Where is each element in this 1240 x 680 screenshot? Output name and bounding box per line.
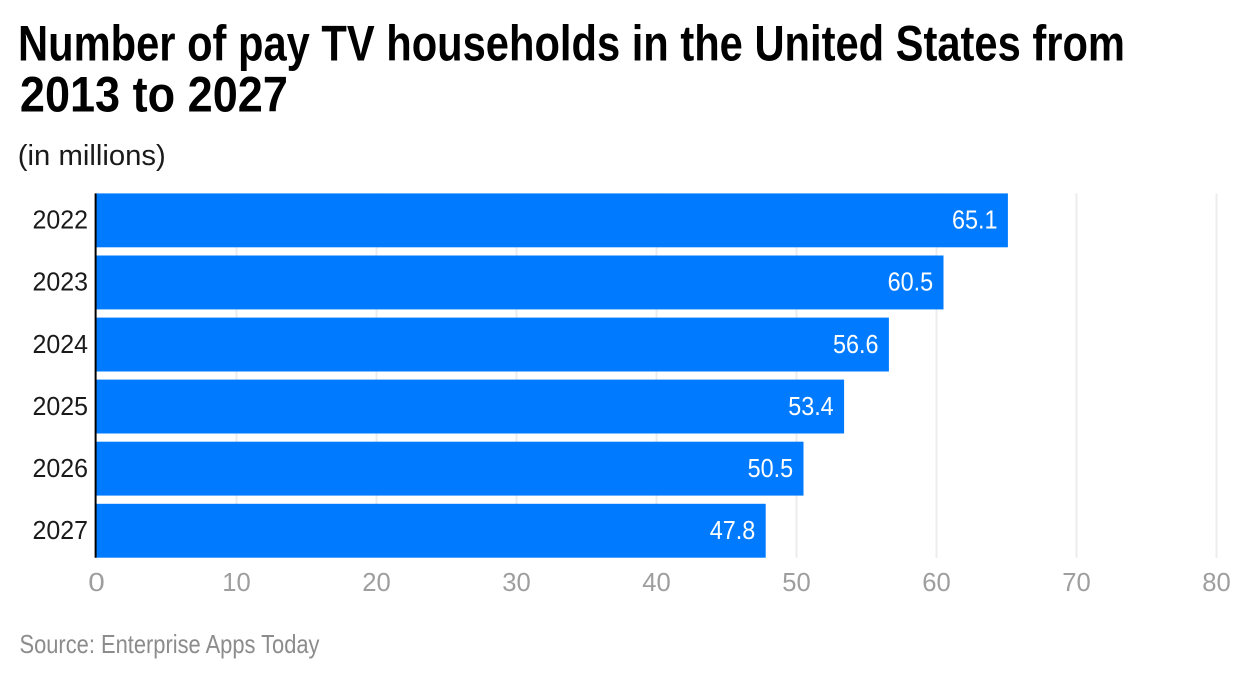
svg-text:80: 80 (1202, 567, 1231, 597)
svg-text:2027: 2027 (33, 515, 89, 545)
svg-text:56.6: 56.6 (833, 329, 879, 359)
svg-text:2024: 2024 (33, 329, 89, 359)
svg-text:60: 60 (922, 567, 951, 597)
svg-text:47.8: 47.8 (710, 515, 756, 545)
svg-text:70: 70 (1062, 567, 1091, 597)
svg-text:2025: 2025 (33, 391, 89, 421)
svg-text:0: 0 (88, 567, 105, 597)
svg-text:(in millions): (in millions) (18, 140, 166, 172)
svg-text:60.5: 60.5 (888, 267, 934, 297)
svg-text:Number of pay TV households in: Number of pay TV households in the Unite… (18, 16, 1125, 72)
svg-text:65.1: 65.1 (952, 205, 998, 235)
svg-text:2013 to 2027: 2013 to 2027 (20, 67, 288, 123)
svg-text:10: 10 (222, 567, 251, 597)
svg-text:2023: 2023 (33, 267, 89, 297)
svg-text:Source: Enterprise Apps Today: Source: Enterprise Apps Today (20, 629, 320, 659)
svg-text:53.4: 53.4 (788, 391, 834, 421)
svg-text:30: 30 (502, 567, 531, 597)
svg-text:40: 40 (642, 567, 671, 597)
svg-text:2022: 2022 (33, 205, 89, 235)
svg-text:20: 20 (362, 567, 391, 597)
svg-text:50.5: 50.5 (748, 453, 794, 483)
svg-text:50: 50 (782, 567, 811, 597)
svg-text:2026: 2026 (33, 453, 89, 483)
